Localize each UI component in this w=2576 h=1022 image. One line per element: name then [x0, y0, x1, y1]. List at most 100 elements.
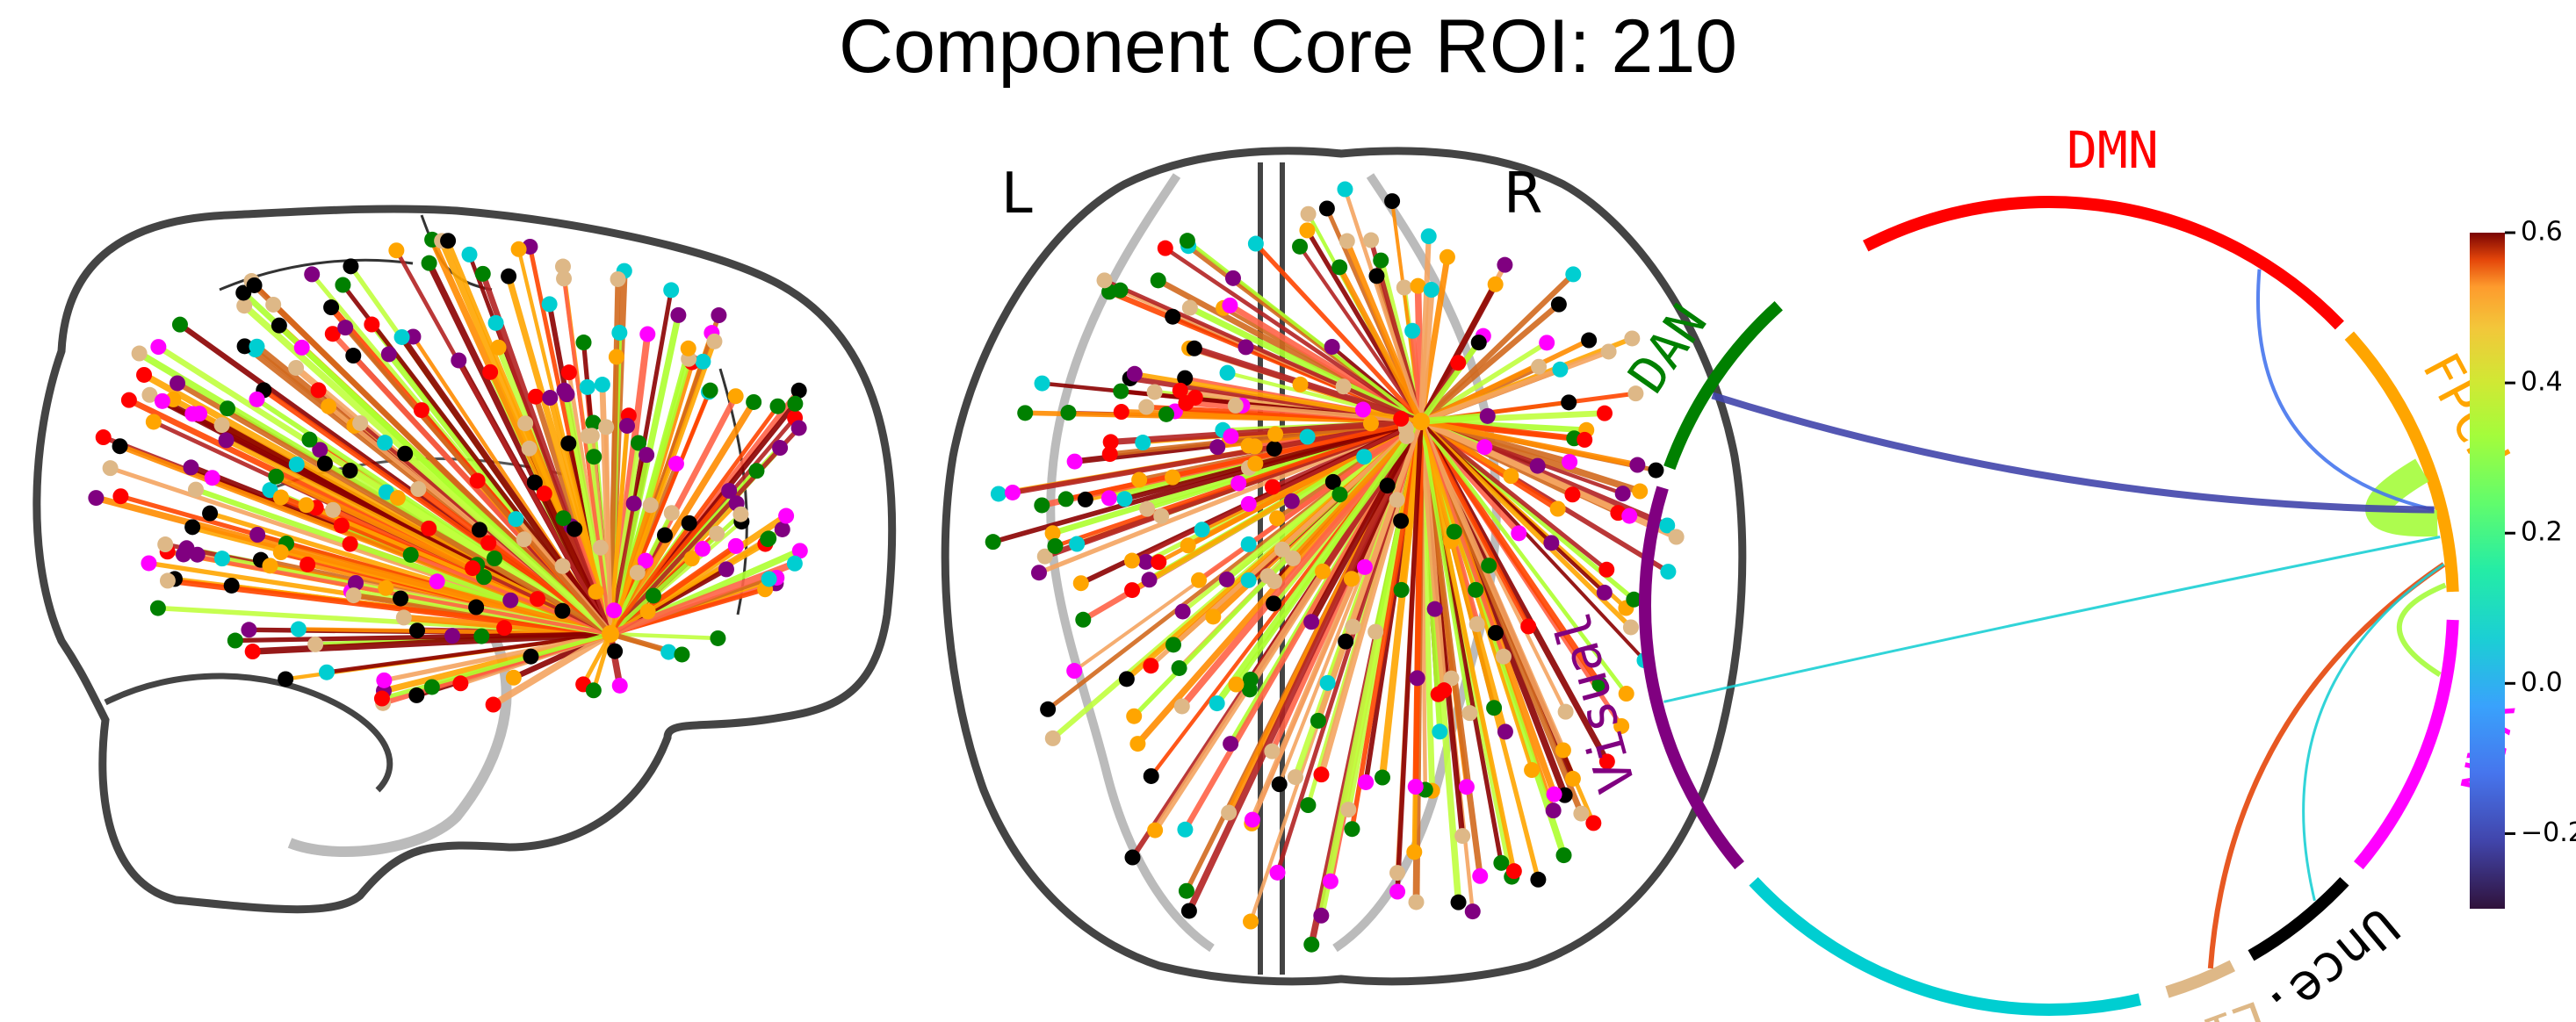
sagittal-node — [377, 435, 393, 451]
axial-node — [1158, 406, 1174, 422]
sagittal-node — [342, 536, 358, 552]
axial-edge — [1290, 419, 1424, 561]
sagittal-node — [170, 375, 186, 392]
sagittal-node — [517, 415, 534, 432]
sagittal-node — [184, 519, 201, 536]
sagittal-node — [485, 696, 501, 713]
axial-node — [1300, 205, 1317, 222]
sagittal-node — [510, 241, 527, 257]
sagittal-node — [555, 510, 572, 527]
axial-node — [1406, 844, 1423, 860]
axial-node — [1017, 405, 1034, 421]
sagittal-node — [429, 573, 445, 590]
sagittal-node — [405, 328, 422, 345]
axial-node — [1379, 478, 1396, 494]
axial-node — [1531, 358, 1548, 375]
axial-edge — [1418, 420, 1567, 752]
sagittal-node — [645, 587, 661, 604]
axial-node — [1356, 449, 1373, 465]
sagittal-node — [410, 481, 427, 498]
chord-link-fpcn-dmn — [2256, 269, 2435, 512]
axial-node — [1100, 490, 1117, 507]
sagittal-cerebellum — [104, 673, 393, 793]
axial-node — [1393, 581, 1410, 598]
axial-edge — [1349, 421, 1424, 830]
sagittal-node — [236, 338, 253, 355]
axial-node — [1030, 565, 1047, 581]
axial-node — [1077, 491, 1093, 507]
axial-node — [1564, 486, 1581, 503]
sagittal-node — [487, 314, 504, 331]
axial-nodes — [985, 181, 1685, 953]
axial-node — [1389, 865, 1406, 882]
sagittal-node — [402, 546, 419, 563]
axial-node — [1274, 541, 1290, 558]
axial-node — [1218, 571, 1235, 587]
sagittal-node — [373, 690, 390, 707]
sagittal-node — [594, 377, 610, 393]
sagittal-node — [710, 630, 726, 646]
axial-node — [1407, 779, 1424, 795]
sagittal-node — [667, 456, 684, 472]
sagittal-node — [112, 488, 129, 505]
sagittal-node — [554, 258, 571, 275]
sagittal-node — [202, 505, 219, 522]
axial-edge — [1418, 302, 1562, 424]
sagittal-node — [423, 679, 440, 695]
axial-node — [1549, 500, 1566, 517]
axial-node — [1331, 259, 1348, 276]
axial-node — [1487, 276, 1504, 292]
axial-node — [1585, 815, 1602, 831]
sagittal-node — [619, 417, 636, 434]
axial-node — [1230, 475, 1247, 492]
axial-edge — [1344, 240, 1424, 423]
sagittal-outline — [32, 205, 897, 914]
sagittal-node — [502, 592, 519, 608]
axial-node — [1173, 698, 1190, 715]
axial-node — [1600, 343, 1617, 360]
sagittal-node — [249, 338, 265, 355]
axial-node — [1209, 439, 1226, 456]
axial-edge — [1343, 421, 1424, 643]
sagittal-node — [120, 392, 137, 408]
sagittal-node — [471, 522, 487, 538]
sagittal-node — [528, 388, 545, 405]
axial-node — [1396, 279, 1412, 296]
sagittal-node — [554, 558, 571, 574]
axial-node — [1493, 854, 1510, 871]
axial-node — [1178, 395, 1194, 412]
sagittal-node — [408, 623, 425, 639]
sagittal-edge — [95, 494, 611, 637]
axial-node — [1520, 618, 1537, 635]
axial-node — [1362, 415, 1379, 432]
axial-node — [990, 486, 1007, 502]
axial-edge — [1419, 420, 1608, 572]
sagittal-node — [790, 420, 807, 436]
sagittal-node — [131, 345, 148, 362]
sagittal-node — [157, 536, 174, 553]
axial-node — [1266, 595, 1282, 612]
axial-node — [1393, 513, 1410, 529]
sagittal-node — [683, 551, 700, 567]
axial-node — [1186, 340, 1202, 356]
axial-edge — [1103, 278, 1422, 424]
sagittal-node — [380, 346, 397, 363]
axial-node — [1598, 753, 1615, 770]
sagittal-node — [337, 320, 354, 336]
sagittal-edge — [167, 578, 611, 637]
axial-edge — [1395, 421, 1424, 892]
sagittal-node — [204, 470, 220, 486]
axial-node — [1404, 322, 1421, 339]
axial-node — [1181, 299, 1198, 316]
colorbar-tick-label: 0.2 — [2521, 517, 2563, 548]
sagittal-node — [262, 558, 278, 574]
axial-node — [1659, 517, 1676, 534]
sagittal-node — [272, 544, 289, 561]
axial-node — [1034, 375, 1050, 392]
axial-node — [1247, 235, 1264, 252]
axial-node — [1476, 439, 1493, 456]
axial-node — [1426, 601, 1443, 617]
colorbar-ticks: 0.6 0.4 0.2 0.0 −0.2 — [2505, 217, 2576, 848]
axial-node — [1315, 563, 1331, 579]
axial-node — [1555, 847, 1572, 864]
